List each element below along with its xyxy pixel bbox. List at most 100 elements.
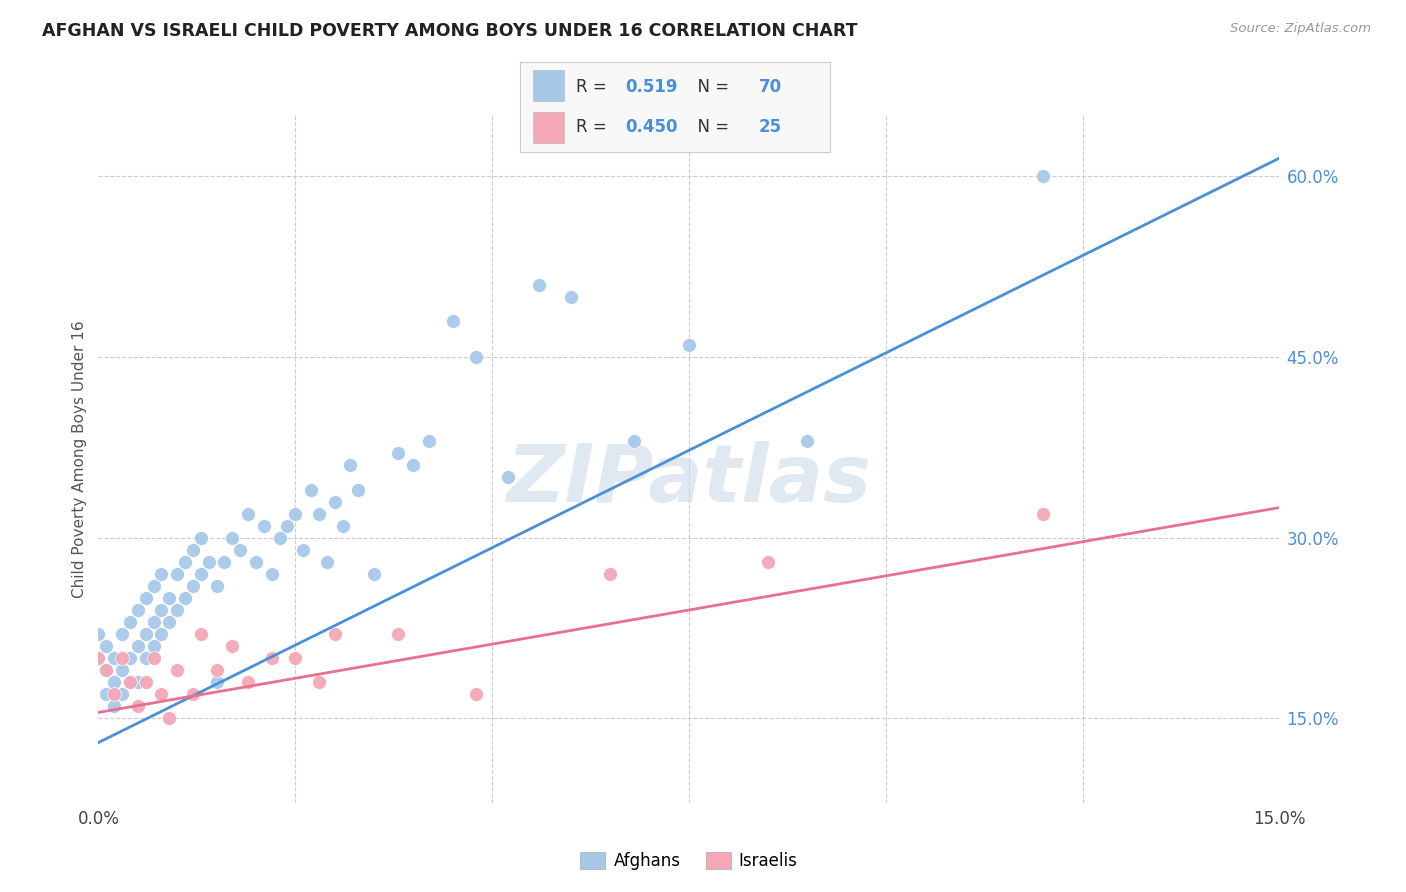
Point [299, 483, 322, 497]
Point [496, 470, 519, 484]
Point [127, 639, 149, 653]
Point [1032, 169, 1054, 184]
Point [315, 555, 337, 569]
Text: ZIPatlas: ZIPatlas [506, 441, 872, 519]
Point [190, 627, 212, 641]
Point [418, 434, 440, 449]
Text: R =: R = [576, 78, 612, 95]
Point [205, 675, 228, 690]
FancyBboxPatch shape [533, 70, 564, 101]
Point [796, 434, 818, 449]
Point [308, 675, 330, 690]
Point [221, 639, 243, 653]
Point [284, 651, 307, 665]
Point [135, 651, 157, 665]
Point [87, 651, 110, 665]
Text: Source: ZipAtlas.com: Source: ZipAtlas.com [1230, 22, 1371, 36]
Point [111, 651, 134, 665]
Point [260, 566, 283, 581]
Point [284, 507, 307, 521]
Point [260, 651, 283, 665]
Y-axis label: Child Poverty Among Boys Under 16: Child Poverty Among Boys Under 16 [72, 320, 87, 599]
Point [181, 579, 204, 593]
Point [332, 518, 354, 533]
Point [103, 675, 125, 690]
Point [323, 627, 346, 641]
Point [308, 507, 330, 521]
Point [96, 663, 118, 677]
Point [253, 518, 276, 533]
Point [181, 687, 204, 701]
Point [292, 542, 315, 557]
FancyBboxPatch shape [533, 112, 564, 143]
Point [135, 627, 157, 641]
Point [142, 579, 165, 593]
Text: 0.519: 0.519 [626, 78, 678, 95]
Text: R =: R = [576, 118, 612, 136]
Point [214, 555, 236, 569]
Point [118, 675, 141, 690]
Point [347, 483, 370, 497]
Point [387, 627, 409, 641]
Point [96, 687, 118, 701]
Point [465, 350, 488, 364]
Point [174, 591, 197, 605]
Point [465, 687, 488, 701]
Point [166, 603, 188, 617]
Point [205, 579, 228, 593]
Point [135, 591, 157, 605]
Text: AFGHAN VS ISRAELI CHILD POVERTY AMONG BOYS UNDER 16 CORRELATION CHART: AFGHAN VS ISRAELI CHILD POVERTY AMONG BO… [42, 22, 858, 40]
Text: 25: 25 [758, 118, 782, 136]
Point [150, 627, 173, 641]
Point [142, 639, 165, 653]
Point [221, 531, 243, 545]
Point [236, 507, 259, 521]
Point [387, 446, 409, 460]
Point [1032, 507, 1054, 521]
Point [157, 591, 180, 605]
Point [127, 675, 149, 690]
Text: N =: N = [688, 78, 734, 95]
Point [678, 338, 700, 352]
Point [402, 458, 425, 473]
Point [441, 314, 464, 328]
Text: 70: 70 [758, 78, 782, 95]
Point [166, 566, 188, 581]
Point [157, 711, 180, 725]
Point [157, 615, 180, 629]
Text: N =: N = [688, 118, 734, 136]
Point [127, 603, 149, 617]
Point [111, 627, 134, 641]
Point [756, 555, 779, 569]
Point [236, 675, 259, 690]
Point [111, 663, 134, 677]
Point [103, 651, 125, 665]
Legend: Afghans, Israelis: Afghans, Israelis [574, 846, 804, 877]
Point [118, 675, 141, 690]
Point [135, 675, 157, 690]
Point [111, 687, 134, 701]
Point [96, 663, 118, 677]
Point [181, 542, 204, 557]
Point [529, 277, 551, 292]
Point [87, 651, 110, 665]
Point [245, 555, 267, 569]
Point [87, 627, 110, 641]
Point [205, 663, 228, 677]
Point [96, 639, 118, 653]
Point [150, 566, 173, 581]
Point [623, 434, 645, 449]
Point [363, 566, 385, 581]
Point [150, 687, 173, 701]
Point [190, 566, 212, 581]
Point [103, 699, 125, 714]
Point [269, 531, 291, 545]
Point [150, 603, 173, 617]
Point [142, 651, 165, 665]
Point [599, 566, 621, 581]
Point [229, 542, 252, 557]
Point [118, 615, 141, 629]
Point [560, 290, 582, 304]
Point [323, 494, 346, 508]
Text: 0.450: 0.450 [626, 118, 678, 136]
